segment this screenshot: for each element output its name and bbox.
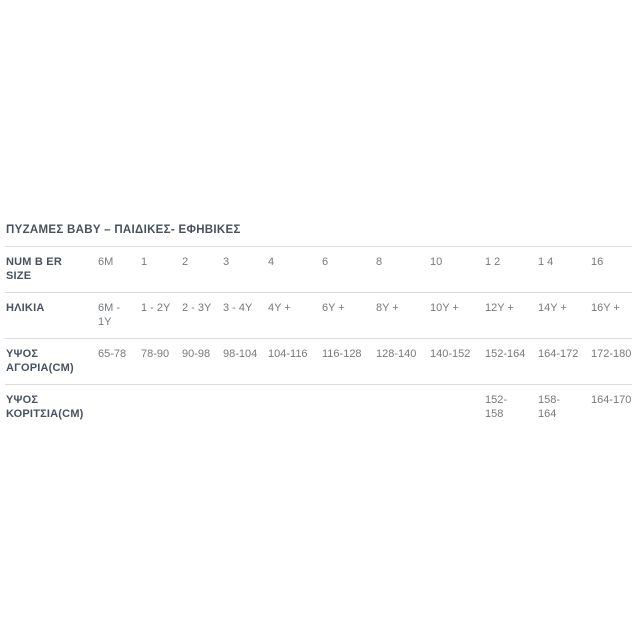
table-cell: 4 [268, 256, 275, 268]
table-cell: 12Y + [484, 292, 537, 339]
table-cell: 1 2 [485, 256, 501, 268]
table-cell: 90-98 [181, 338, 222, 385]
table-cell: 10Y + [429, 292, 484, 339]
table-cell [97, 384, 140, 430]
table-cell [267, 384, 321, 430]
table-cell: 3 [223, 256, 230, 268]
table-cell: 4Y + [267, 292, 321, 339]
size-chart-table: NUM B ER SIZE 6M 1 2 3 4 6 8 10 1 2 1 4 … [5, 246, 632, 430]
table-cell [140, 384, 181, 430]
table-cell: 16Y + [590, 292, 632, 339]
table-cell: 78-90 [140, 338, 181, 385]
table-cell: 8 [376, 256, 383, 268]
table-cell: 1 - 2Y [140, 292, 181, 339]
table-cell: 6M [98, 256, 114, 268]
table-cell: 158- 164 [537, 384, 590, 430]
row-age: ΗΛΙΚΙΑ 6M - 1Y 1 - 2Y 2 - 3Y 3 - 4Y 4Y +… [5, 292, 632, 339]
table-cell: 1 4 [538, 256, 554, 268]
table-cell: 152- 158 [484, 384, 537, 430]
table-cell: 104-116 [267, 338, 321, 385]
table-cell [375, 384, 429, 430]
row-number-size: NUM B ER SIZE 6M 1 2 3 4 6 8 10 1 2 1 4 … [5, 247, 632, 293]
table-cell: 140-152 [429, 338, 484, 385]
table-cell: 6 [322, 256, 329, 268]
table-cell: 164-172 [537, 338, 590, 385]
table-cell: 2 [182, 256, 189, 268]
table-cell: 3 - 4Y [222, 292, 267, 339]
row-height-boys: ΥΨΟΣ ΑΓΟΡΙΑ(CM) 65-78 78-90 90-98 98-104… [5, 338, 632, 385]
table-cell [222, 384, 267, 430]
table-cell: 98-104 [222, 338, 267, 385]
table-cell: 152-164 [484, 338, 537, 385]
table-cell: 2 - 3Y [181, 292, 222, 339]
table-cell: 65-78 [97, 338, 140, 385]
table-cell: 128-140 [375, 338, 429, 385]
row-height-girls: ΥΨΟΣ ΚΟΡΙΤΣΙΑ(CM) 152- 158 158- 164 164-… [5, 384, 632, 430]
table-cell: 164-170 [590, 384, 632, 430]
size-chart-title: ΠΥΖΑΜΕΣ BABY – ΠΑΙΔΙΚΕΣ- ΕΦΗΒΙΚΕΣ [6, 224, 241, 236]
table-cell: 10 [430, 256, 443, 268]
table-cell: 172-180 [590, 338, 632, 385]
table-cell: 116-128 [321, 338, 375, 385]
table-cell: 16 [591, 256, 604, 268]
row-label: ΥΨΟΣ ΚΟΡΙΤΣΙΑ(CM) [5, 384, 97, 430]
row-label: NUM B ER SIZE [6, 256, 62, 282]
table-cell [429, 384, 484, 430]
table-cell: 14Y + [537, 292, 590, 339]
table-cell: 6Y + [321, 292, 375, 339]
table-cell: 8Y + [375, 292, 429, 339]
table-cell [321, 384, 375, 430]
row-label: ΗΛΙΚΙΑ [5, 292, 97, 339]
table-cell: 6M - 1Y [97, 292, 140, 339]
table-cell: 1 [141, 256, 148, 268]
row-label: ΥΨΟΣ ΑΓΟΡΙΑ(CM) [5, 338, 97, 385]
size-chart-section: ΠΥΖΑΜΕΣ BABY – ΠΑΙΔΙΚΕΣ- ΕΦΗΒΙΚΕΣ NUM B … [5, 224, 632, 430]
table-cell [181, 384, 222, 430]
